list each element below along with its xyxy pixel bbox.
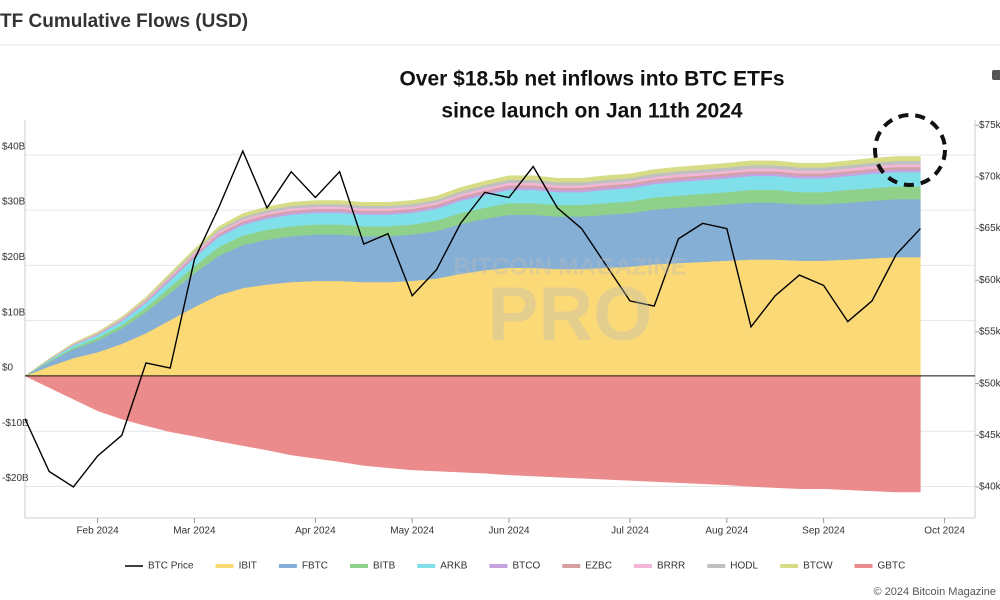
credit: © 2024 Bitcoin Magazine xyxy=(874,586,996,598)
legend-label: BRRR xyxy=(657,561,685,572)
y2-tick-label: $45k xyxy=(979,430,1000,441)
watermark: BITCOIN MAGAZINE xyxy=(453,253,686,280)
y2-tick-label: $55k xyxy=(979,327,1000,338)
annotation: since launch on Jan 11th 2024 xyxy=(441,100,742,123)
x-tick-label: Jun 2024 xyxy=(488,526,530,537)
y-tick-label: -$20B xyxy=(2,473,29,484)
camera-icon[interactable] xyxy=(992,70,1000,80)
y-tick-label: $10B xyxy=(2,307,26,318)
highlight-circle xyxy=(873,113,947,187)
y2-tick-label: $70k xyxy=(979,171,1000,182)
y2-tick-label: $60k xyxy=(979,275,1000,286)
y2-tick-label: $40k xyxy=(979,482,1000,493)
x-tick-label: Oct 2024 xyxy=(924,526,965,537)
x-tick-label: Sep 2024 xyxy=(802,526,845,537)
price-line xyxy=(24,149,921,488)
x-tick-label: Aug 2024 xyxy=(705,526,748,537)
legend-label: BITB xyxy=(373,561,396,572)
legend-label: BTCO xyxy=(512,561,540,572)
legend-label: EZBC xyxy=(585,561,612,572)
legend-label: BTC Price xyxy=(148,561,194,572)
y-tick-label: -$10B xyxy=(2,418,29,429)
legend-label: IBIT xyxy=(239,561,257,572)
chart-title: TF Cumulative Flows (USD) xyxy=(0,11,248,32)
x-tick-label: Jul 2024 xyxy=(611,526,649,537)
x-tick-label: Mar 2024 xyxy=(173,526,216,537)
legend-label: ARKB xyxy=(440,561,468,572)
y-tick-label: $40B xyxy=(2,141,26,152)
y-tick-label: $20B xyxy=(2,252,26,263)
x-tick-label: Apr 2024 xyxy=(295,526,336,537)
x-tick-label: Feb 2024 xyxy=(76,526,119,537)
y-tick-label: $30B xyxy=(2,197,26,208)
area xyxy=(24,156,921,377)
watermark: PRO xyxy=(488,272,653,357)
y-tick-label: $0 xyxy=(2,363,14,374)
legend-label: BTCW xyxy=(803,561,833,572)
y2-tick-label: $75k xyxy=(979,120,1000,131)
y2-tick-label: $65k xyxy=(979,223,1000,234)
legend-label: GBTC xyxy=(878,561,906,572)
plot-area: -$20B -$10B $0 $10B $20B $30B $40B $40k $45k $50k… xyxy=(2,120,1000,537)
legend-label: FBTC xyxy=(302,561,328,572)
y2-tick-label: $50k xyxy=(979,378,1000,389)
annotation: Over $18.5b net inflows into BTC ETFs xyxy=(399,68,784,91)
legend-label: HODL xyxy=(730,561,758,572)
x-tick-label: May 2024 xyxy=(390,526,434,537)
